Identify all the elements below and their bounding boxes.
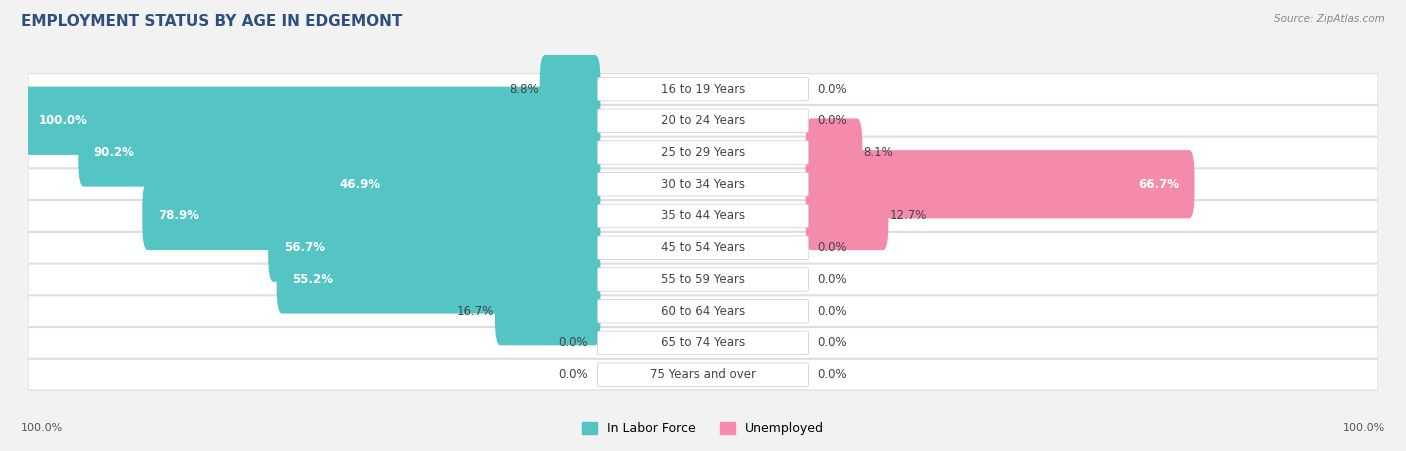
Text: 55.2%: 55.2% bbox=[292, 273, 333, 286]
Text: 0.0%: 0.0% bbox=[558, 336, 588, 350]
Text: Source: ZipAtlas.com: Source: ZipAtlas.com bbox=[1274, 14, 1385, 23]
FancyBboxPatch shape bbox=[598, 77, 808, 101]
Text: 8.8%: 8.8% bbox=[509, 83, 538, 96]
Text: 78.9%: 78.9% bbox=[157, 209, 198, 222]
Legend: In Labor Force, Unemployed: In Labor Force, Unemployed bbox=[582, 422, 824, 435]
Text: 100.0%: 100.0% bbox=[1343, 423, 1385, 433]
Text: 100.0%: 100.0% bbox=[38, 114, 87, 127]
Text: 66.7%: 66.7% bbox=[1137, 178, 1180, 191]
Text: 12.7%: 12.7% bbox=[890, 209, 927, 222]
FancyBboxPatch shape bbox=[22, 87, 600, 155]
FancyBboxPatch shape bbox=[28, 296, 1378, 327]
Text: 25 to 29 Years: 25 to 29 Years bbox=[661, 146, 745, 159]
Text: 60 to 64 Years: 60 to 64 Years bbox=[661, 305, 745, 318]
FancyBboxPatch shape bbox=[598, 299, 808, 323]
FancyBboxPatch shape bbox=[598, 141, 808, 164]
Text: 0.0%: 0.0% bbox=[818, 368, 848, 381]
FancyBboxPatch shape bbox=[28, 106, 1378, 136]
FancyBboxPatch shape bbox=[142, 182, 600, 250]
FancyBboxPatch shape bbox=[598, 172, 808, 196]
Text: 65 to 74 Years: 65 to 74 Years bbox=[661, 336, 745, 350]
FancyBboxPatch shape bbox=[28, 74, 1378, 105]
FancyBboxPatch shape bbox=[540, 55, 600, 123]
Text: EMPLOYMENT STATUS BY AGE IN EDGEMONT: EMPLOYMENT STATUS BY AGE IN EDGEMONT bbox=[21, 14, 402, 28]
FancyBboxPatch shape bbox=[28, 232, 1378, 263]
Text: 46.9%: 46.9% bbox=[339, 178, 381, 191]
Text: 90.2%: 90.2% bbox=[94, 146, 135, 159]
Text: 35 to 44 Years: 35 to 44 Years bbox=[661, 209, 745, 222]
Text: 0.0%: 0.0% bbox=[818, 273, 848, 286]
Text: 45 to 54 Years: 45 to 54 Years bbox=[661, 241, 745, 254]
FancyBboxPatch shape bbox=[28, 169, 1378, 200]
FancyBboxPatch shape bbox=[79, 119, 600, 187]
FancyBboxPatch shape bbox=[598, 268, 808, 291]
Text: 30 to 34 Years: 30 to 34 Years bbox=[661, 178, 745, 191]
FancyBboxPatch shape bbox=[28, 359, 1378, 390]
FancyBboxPatch shape bbox=[598, 236, 808, 259]
FancyBboxPatch shape bbox=[28, 137, 1378, 168]
Text: 16.7%: 16.7% bbox=[456, 305, 494, 318]
FancyBboxPatch shape bbox=[806, 150, 1195, 218]
Text: 0.0%: 0.0% bbox=[818, 305, 848, 318]
Text: 0.0%: 0.0% bbox=[818, 83, 848, 96]
Text: 100.0%: 100.0% bbox=[21, 423, 63, 433]
Text: 0.0%: 0.0% bbox=[818, 241, 848, 254]
Text: 56.7%: 56.7% bbox=[284, 241, 325, 254]
FancyBboxPatch shape bbox=[598, 331, 808, 354]
Text: 0.0%: 0.0% bbox=[818, 114, 848, 127]
FancyBboxPatch shape bbox=[28, 201, 1378, 231]
FancyBboxPatch shape bbox=[598, 204, 808, 228]
Text: 55 to 59 Years: 55 to 59 Years bbox=[661, 273, 745, 286]
FancyBboxPatch shape bbox=[28, 264, 1378, 295]
FancyBboxPatch shape bbox=[269, 214, 600, 282]
FancyBboxPatch shape bbox=[28, 327, 1378, 358]
FancyBboxPatch shape bbox=[806, 182, 889, 250]
Text: 0.0%: 0.0% bbox=[558, 368, 588, 381]
FancyBboxPatch shape bbox=[598, 109, 808, 133]
FancyBboxPatch shape bbox=[323, 150, 600, 218]
FancyBboxPatch shape bbox=[598, 363, 808, 387]
Text: 8.1%: 8.1% bbox=[863, 146, 893, 159]
FancyBboxPatch shape bbox=[277, 245, 600, 313]
Text: 75 Years and over: 75 Years and over bbox=[650, 368, 756, 381]
Text: 20 to 24 Years: 20 to 24 Years bbox=[661, 114, 745, 127]
Text: 16 to 19 Years: 16 to 19 Years bbox=[661, 83, 745, 96]
Text: 0.0%: 0.0% bbox=[818, 336, 848, 350]
FancyBboxPatch shape bbox=[495, 277, 600, 345]
FancyBboxPatch shape bbox=[806, 119, 862, 187]
